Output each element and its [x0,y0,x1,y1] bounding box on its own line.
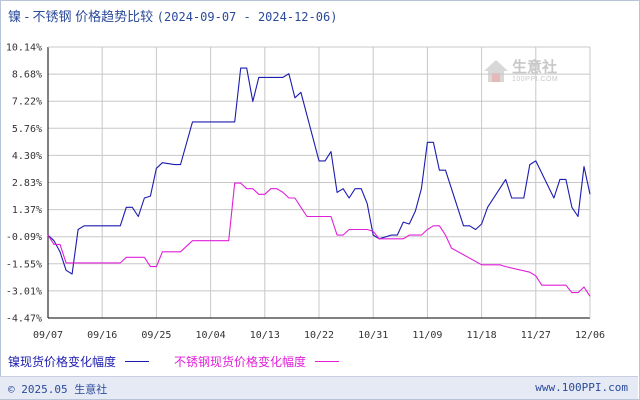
grid [47,46,591,319]
stainless-steel-price-line [47,182,591,297]
legend-steel-swatch [315,361,340,362]
watermark-text: 生意社 [512,59,558,76]
legend: 镍现货价格变化幅度 不锈钢现货价格变化幅度 [8,353,347,369]
footer-bar: © 2025.05 生意社 www.100PPI.com [0,376,638,399]
legend-steel-label: 不锈钢现货价格变化幅度 [174,355,307,369]
watermark-url: 100PPI.COM [512,76,559,83]
watermark-house-icon [484,60,508,82]
y-tick-label: 1.37% [12,205,42,216]
series-lines [47,67,591,297]
x-tick-label: 09/25 [141,330,171,341]
y-tick-label: 4.30% [12,151,42,162]
chart-title-dates: (2024-09-07 - 2024-12-06) [156,10,338,24]
chart-title: 镍 - 不锈钢 价格趋势比较 (2024-09-07 - 2024-12-06) [8,6,337,25]
nickel-price-line [47,67,591,275]
axes [47,46,591,319]
y-tick-label: 10.14% [6,43,42,54]
y-tick-label: 8.68% [12,70,42,81]
x-tick-label: 11/18 [467,330,497,341]
y-tick-label: -4.47% [6,314,42,325]
x-tick-label: 10/04 [196,330,226,341]
x-tick-label: 11/09 [412,330,442,341]
x-tick-label: 10/22 [304,330,334,341]
x-tick-label: 09/16 [87,330,117,341]
chart-title-main: 镍 - 不锈钢 价格趋势比较 [8,9,154,24]
y-tick-label: -1.55% [6,259,42,270]
footer-website-link[interactable]: www.100PPI.com [535,381,628,394]
y-tick-label: -3.01% [6,286,42,297]
y-tick-label: 2.83% [12,178,42,189]
legend-nickel-swatch [125,361,150,362]
x-tick-label: 09/07 [33,330,63,341]
watermark: 生意社 100PPI.COM [482,56,582,90]
footer-copyright: © 2025.05 生意社 [8,383,108,396]
legend-nickel-label: 镍现货价格变化幅度 [8,355,117,369]
x-tick-labels: 09/07 09/16 09/25 10/04 10/13 10/22 10/31 11/09… [33,330,605,341]
x-tick-label: 10/31 [358,330,388,341]
y-tick-label: 5.76% [12,124,42,135]
x-tick-label: 11/27 [521,330,551,341]
y-tick-label: -0.09% [6,232,42,243]
x-tick-label: 12/06 [575,330,605,341]
y-tick-labels: 10.14% 8.68% 7.22% 5.76% 4.30% 2.83% 1.37% -0.0… [6,43,42,325]
x-tick-label: 10/13 [250,330,280,341]
y-tick-label: 7.22% [12,97,42,108]
